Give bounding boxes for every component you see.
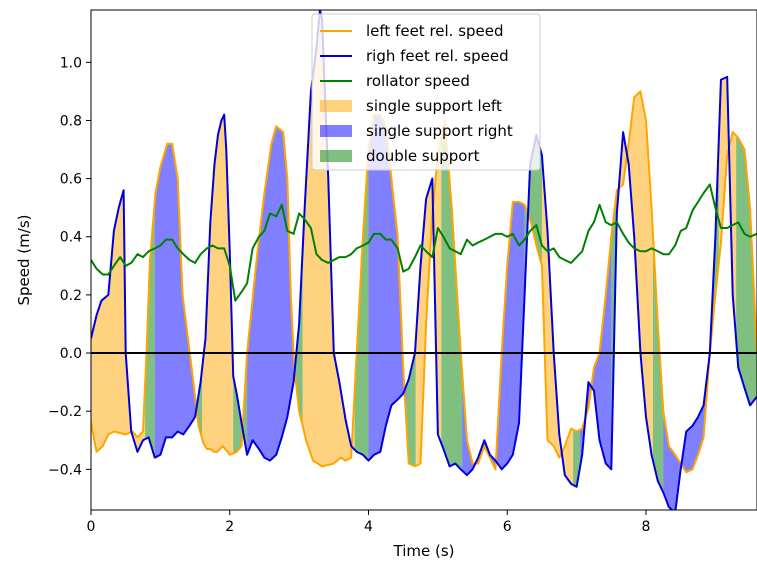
phase-fill-single-support-left xyxy=(202,114,234,455)
legend-swatch-single-support-left xyxy=(320,100,352,112)
x-tick-label: 2 xyxy=(225,519,234,535)
y-tick-label: 0.4 xyxy=(60,230,82,246)
phase-fill-double-support xyxy=(524,135,542,295)
legend-label-righ-feet-rel-speed: righ feet rel. speed xyxy=(366,47,509,65)
legend-label-single-support-right: single support right xyxy=(366,122,513,140)
legend-label-single-support-left: single support left xyxy=(366,97,502,115)
x-axis-ticks: 0 2 4 6 8 xyxy=(87,510,651,535)
y-tick-label: 0.8 xyxy=(60,113,82,129)
phase-fill-single-support-left xyxy=(718,76,737,341)
x-tick-label: 6 xyxy=(503,519,512,535)
plot-frame xyxy=(90,9,757,511)
phase-fill-single-support-right xyxy=(580,236,612,470)
x-tick-label: 8 xyxy=(642,519,651,535)
phase-fill-single-support-left xyxy=(541,155,574,485)
phase-fill-single-support-left xyxy=(91,190,146,452)
y-tick-label: 0.0 xyxy=(60,346,82,362)
legend-label-double-support: double support xyxy=(366,147,480,165)
series-lines xyxy=(91,10,757,510)
phase-fill-double-support xyxy=(406,342,416,467)
legend-swatch-single-support-right xyxy=(320,125,352,137)
phase-fill-single-support-right xyxy=(462,201,525,476)
legend-label-left-feet-rel-speed: left feet rel. speed xyxy=(366,22,504,40)
x-axis-label: Time (s) xyxy=(393,542,455,560)
phase-fill-single-support-right xyxy=(663,309,712,510)
y-axis-label: Speed (m/s) xyxy=(15,215,33,306)
x-tick-label: 4 xyxy=(364,519,373,535)
phase-fill-double-support xyxy=(441,120,463,471)
phase-fill-single-support-left xyxy=(415,137,442,467)
phase-fill-double-support xyxy=(736,135,757,406)
legend-swatch-double-support xyxy=(320,150,352,162)
y-tick-label: 0.2 xyxy=(60,288,82,304)
phase-fill-single-support-right xyxy=(154,143,196,458)
series-line-rollator-speed xyxy=(91,183,757,302)
y-axis-ticks: −0.4 −0.2 0.0 0.2 0.4 0.6 0.8 1.0 xyxy=(48,55,91,478)
series-line-left-feet-rel-speed xyxy=(91,90,757,474)
y-tick-label: 1.0 xyxy=(60,55,82,71)
legend-box xyxy=(311,13,541,171)
phase-fill-double-support xyxy=(354,149,369,461)
series-line-righ-feet-rel-speed xyxy=(91,10,757,510)
phase-fill-double-support xyxy=(145,201,155,458)
legend-label-rollator-speed: rollator speed xyxy=(366,72,470,90)
y-tick-label: −0.2 xyxy=(48,404,82,420)
y-tick-label: 0.6 xyxy=(60,172,82,188)
phase-fill-single-support-right xyxy=(368,114,407,461)
x-tick-label: 0 xyxy=(87,519,96,535)
legend: left feet rel. speed righ feet rel. speed… xyxy=(311,13,541,171)
y-tick-label: −0.4 xyxy=(48,462,82,478)
phase-fill-single-support-left xyxy=(616,91,653,461)
